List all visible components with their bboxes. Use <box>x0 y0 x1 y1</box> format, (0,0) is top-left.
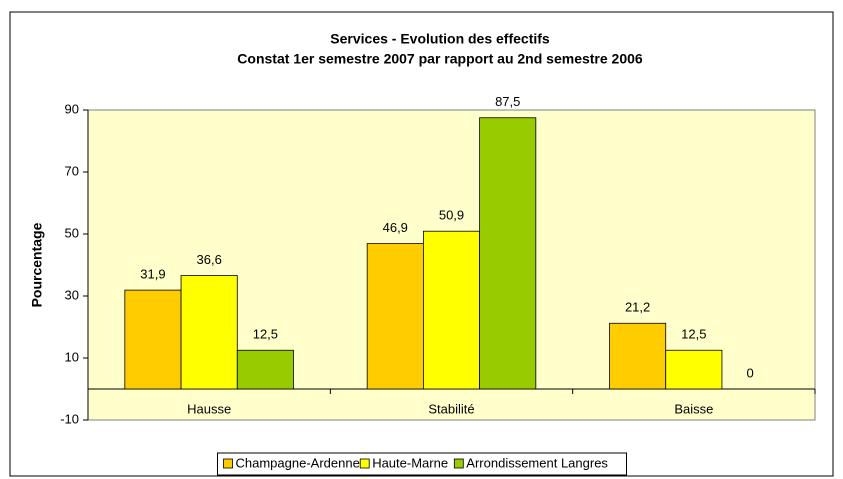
bar <box>479 117 537 390</box>
chart-subtitle: Constat 1er semestre 2007 par rapport au… <box>237 51 643 67</box>
legend-frame <box>217 452 627 476</box>
bar <box>609 322 667 390</box>
value-label: 12,5 <box>681 327 706 342</box>
value-label: 12,5 <box>253 327 278 342</box>
x-tick-label: Baisse <box>674 401 713 416</box>
y-tick-label: 10 <box>65 349 79 364</box>
y-tick-label: 70 <box>65 163 79 178</box>
legend-label: Haute-Marne <box>372 455 448 470</box>
value-label: 36,6 <box>197 252 222 267</box>
legend-label: Arrondissement Langres <box>466 455 608 470</box>
legend: Champagne-Ardenne Haute-Marne Arrondisseme… <box>217 452 627 476</box>
y-tick-label: -10 <box>60 411 79 426</box>
legend-swatch <box>453 458 464 469</box>
y-axis-label: Pourcentage <box>29 222 45 307</box>
legend-label: Champagne-Ardenne <box>236 455 360 470</box>
value-label: 31,9 <box>140 267 165 282</box>
bar <box>422 230 481 390</box>
value-label: 0 <box>746 365 753 380</box>
y-tick-label: 50 <box>65 225 79 240</box>
value-label: 21,2 <box>625 300 650 315</box>
y-tick-label: 90 <box>65 101 79 116</box>
value-label: 46,9 <box>383 220 408 235</box>
value-label: 87,5 <box>495 94 520 109</box>
legend-swatch <box>359 458 370 469</box>
bar <box>665 349 723 390</box>
bar <box>366 243 424 390</box>
bar <box>124 289 182 390</box>
chart-title: Services - Evolution des effectifs <box>330 31 550 47</box>
legend-swatch <box>223 458 233 469</box>
x-tick-label: Hausse <box>187 401 231 416</box>
x-tick-label: Stabilité <box>428 401 474 416</box>
bar <box>236 349 294 390</box>
value-label: 50,9 <box>439 208 464 223</box>
y-tick-label: 30 <box>65 287 79 302</box>
bar <box>180 275 238 390</box>
